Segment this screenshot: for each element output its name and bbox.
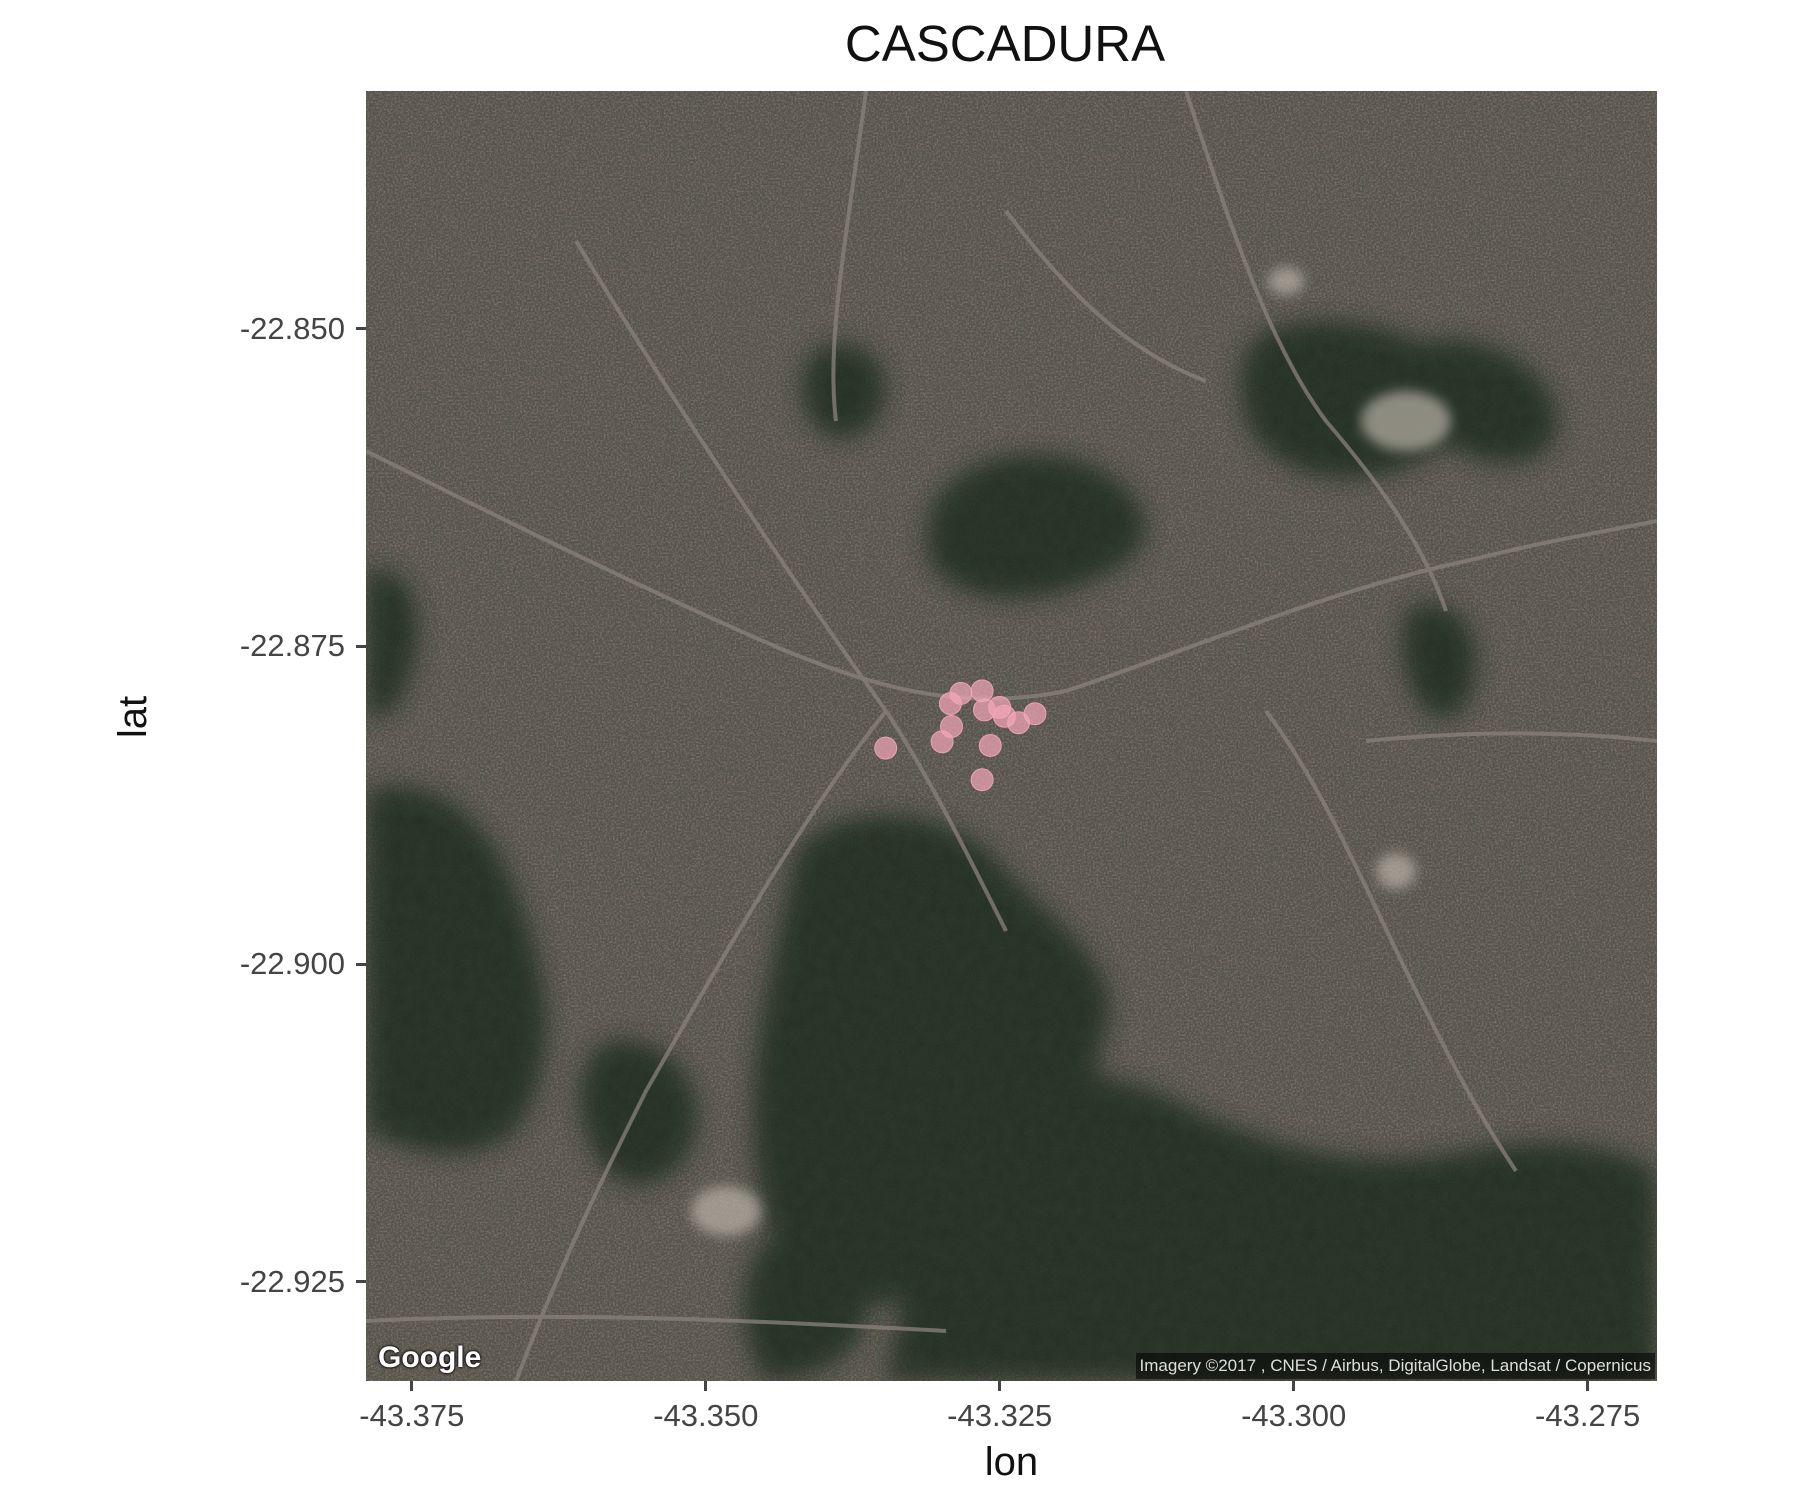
x-tick-label: -43.300 bbox=[1241, 1398, 1347, 1433]
x-axis-title: lon bbox=[984, 1440, 1039, 1484]
x-tick-label: -43.375 bbox=[359, 1398, 465, 1433]
y-tick-label: -22.875 bbox=[239, 628, 345, 664]
data-point bbox=[1007, 711, 1031, 735]
data-point bbox=[930, 730, 954, 754]
x-tick-mark bbox=[998, 1381, 1002, 1391]
x-tick-mark bbox=[410, 1381, 414, 1391]
y-tick-mark bbox=[356, 327, 366, 331]
y-tick-mark bbox=[356, 644, 366, 648]
y-tick-label: -22.925 bbox=[239, 1263, 345, 1299]
y-tick-mark bbox=[356, 962, 366, 966]
data-point bbox=[978, 734, 1002, 757]
satellite-basemap bbox=[366, 91, 1657, 1381]
imagery-attribution: Imagery ©2017 , CNES / Airbus, DigitalGl… bbox=[1135, 1353, 1655, 1379]
y-tick-mark bbox=[356, 1280, 366, 1284]
light-patches bbox=[691, 267, 1451, 1236]
x-tick-mark bbox=[1292, 1381, 1296, 1391]
data-point bbox=[938, 692, 962, 716]
plot-title: CASCADURA bbox=[844, 15, 1166, 72]
google-logo: Google bbox=[378, 1341, 482, 1374]
x-tick-label: -43.325 bbox=[947, 1398, 1053, 1433]
data-points bbox=[874, 679, 1047, 792]
data-point bbox=[970, 768, 994, 792]
y-tick-label: -22.850 bbox=[239, 310, 345, 346]
x-tick-mark bbox=[1586, 1381, 1590, 1391]
data-point bbox=[874, 736, 898, 760]
satellite-map-panel[interactable]: Google Imagery ©2017 , CNES / Airbus, Di… bbox=[366, 91, 1657, 1381]
x-tick-label: -43.350 bbox=[653, 1398, 759, 1433]
x-tick-label: -43.275 bbox=[1535, 1398, 1641, 1433]
x-tick-mark bbox=[704, 1381, 708, 1391]
y-axis-title: lat bbox=[111, 695, 155, 739]
data-point bbox=[970, 679, 994, 703]
y-tick-label: -22.900 bbox=[239, 946, 345, 982]
